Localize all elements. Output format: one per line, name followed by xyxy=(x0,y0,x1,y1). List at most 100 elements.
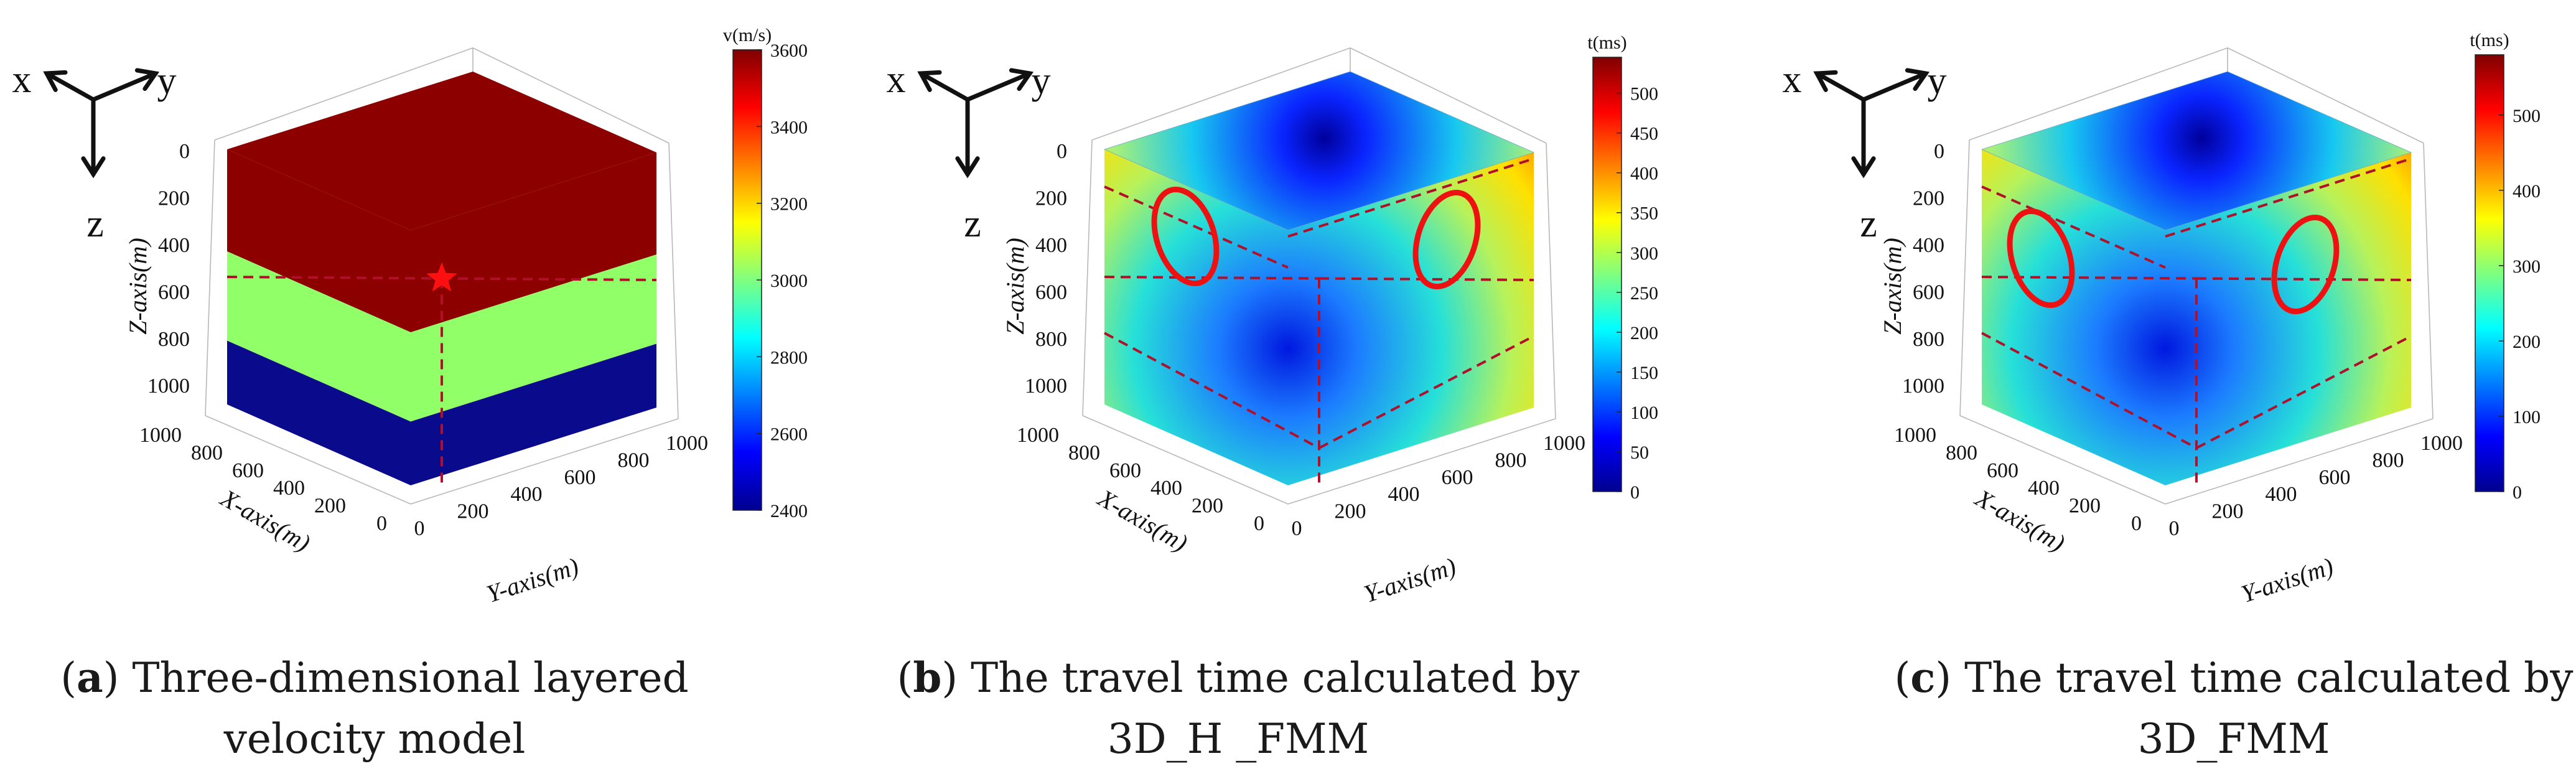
x-tick-label: 800 xyxy=(191,441,223,464)
colorbar-tick-label: 100 xyxy=(1630,403,1658,423)
triad-y-arrow-head xyxy=(1009,68,1034,91)
panel-b: 0200400600800100002004006008001000020040… xyxy=(887,32,1659,608)
colorbar-tick-label: 450 xyxy=(1630,124,1658,144)
ellipse-right xyxy=(1412,189,1481,290)
z-axis-label: Z-axis(m) xyxy=(1878,238,1906,335)
triad-x-arrow-shaft xyxy=(44,71,96,102)
z-tick-label: 200 xyxy=(1035,187,1067,210)
z-tick-label: 1000 xyxy=(1902,375,1944,398)
z-axis-label: Z-axis(m) xyxy=(124,238,152,335)
colorbar-label: t(ms) xyxy=(2470,30,2509,50)
x-tick-label: 1000 xyxy=(1017,424,1059,447)
colorbar-tick-label: 500 xyxy=(2513,106,2541,126)
box-left-edge xyxy=(1082,139,1093,416)
caption-c-text: The travel time calculated by 3D_FMM xyxy=(1951,654,2574,763)
x-tick-label: 1000 xyxy=(139,424,182,447)
guide-y xyxy=(1318,277,1534,281)
triad-z-arrow-head xyxy=(1851,156,1876,179)
right-face xyxy=(1288,152,1534,485)
box-floor-front xyxy=(1959,415,2434,505)
x-tick-label: 200 xyxy=(314,495,346,518)
panels-group: 0200400600800100002004006008001000020040… xyxy=(12,25,2541,608)
y-tick-label: 200 xyxy=(1335,500,1366,523)
x-tick-label: 800 xyxy=(1946,441,1977,464)
x-tick-label: 0 xyxy=(2131,512,2142,535)
top-face xyxy=(1982,72,2411,230)
colorbar-tick-label: 200 xyxy=(2513,332,2541,352)
panel-c: 0200400600800100002004006008001000020040… xyxy=(1783,30,2541,608)
colorbar-tick-label: 3600 xyxy=(770,40,808,61)
z-tick-label: 0 xyxy=(1057,140,1067,163)
x-tick-label: 400 xyxy=(1150,477,1182,500)
y-tick-label: 1000 xyxy=(666,432,708,455)
right-face xyxy=(2165,152,2411,485)
z-tick-label: 400 xyxy=(158,234,190,257)
colorbar xyxy=(2475,54,2504,492)
colorbar-tick-label: 500 xyxy=(1630,84,1658,105)
z-tick-label: 600 xyxy=(1913,281,1944,304)
y-tick-label: 200 xyxy=(2212,500,2244,523)
y-tick-label: 0 xyxy=(2169,517,2180,540)
guide-x xyxy=(226,276,442,280)
triad-x-arrow-head xyxy=(43,70,68,92)
colorbar-tick-label: 2400 xyxy=(770,501,808,521)
orientation-triad xyxy=(1813,68,1930,179)
triad-y-arrow-head xyxy=(1905,68,1930,91)
box-floor-front xyxy=(1082,415,1556,505)
colorbar-tick-label: 3200 xyxy=(770,194,808,215)
colorbar-label: t(ms) xyxy=(1587,32,1626,53)
colorbar-tick-label: 0 xyxy=(2513,482,2522,503)
z-tick-label: 600 xyxy=(1035,281,1067,304)
cube-faces xyxy=(1103,71,1535,485)
source-star xyxy=(426,262,457,292)
caption-a: (a) Three-dimensional layered velocity m… xyxy=(60,653,689,763)
layer-3-right-face xyxy=(411,343,656,485)
guide-left-top xyxy=(1981,185,2166,269)
triad-x-label: x xyxy=(887,58,906,101)
colorbar-label: v(m/s) xyxy=(723,25,772,45)
colorbar-ticks: 0 50 100 150 200 250 300 350 400 450 500 xyxy=(1617,84,1658,503)
y-axis-label: Y-axis(m) xyxy=(1360,552,1459,608)
left-face xyxy=(1982,149,2165,485)
guide-right-top xyxy=(1287,157,1534,238)
z-tick-label: 800 xyxy=(1913,328,1944,351)
colorbar-ticks: 2400 2600 2800 3000 3200 3400 3600 xyxy=(757,40,808,521)
source-guides xyxy=(1104,157,1534,485)
triad-x-arrow-head xyxy=(1813,70,1838,92)
triad-y-arrow-shaft xyxy=(1861,71,1928,102)
z-tick-label: 400 xyxy=(1035,234,1067,257)
guide-right-top xyxy=(2165,157,2412,238)
top-face xyxy=(1104,72,1534,230)
source-guides xyxy=(1981,157,2412,485)
caption-b: (b) The travel time calculated by 3D_H _… xyxy=(897,653,1580,763)
y-tick-label: 1000 xyxy=(2420,432,2463,455)
y-axis-label: Y-axis(m) xyxy=(483,552,582,608)
x-tick-label: 600 xyxy=(1109,459,1141,482)
z-tick-label: 400 xyxy=(1913,234,1944,257)
ellipse-left xyxy=(2007,208,2075,309)
z-tick-label: 800 xyxy=(158,328,190,351)
triad-y-arrow-shaft xyxy=(91,71,158,102)
y-tick-label: 0 xyxy=(1292,517,1302,540)
colorbar-tick-label: 2600 xyxy=(770,424,808,445)
z-tick-label: 800 xyxy=(1035,328,1067,351)
guide-left-top xyxy=(1104,185,1289,269)
layer-3-left-face xyxy=(227,340,411,485)
triad-x-arrow-head xyxy=(917,70,942,92)
triad-y-arrow-head xyxy=(134,68,160,91)
triad-z-label: z xyxy=(1860,203,1877,245)
colorbar-tick-label: 2800 xyxy=(770,347,808,368)
guide-y xyxy=(441,277,657,281)
z-tick-label: 0 xyxy=(1934,140,1944,163)
y-tick-label: 600 xyxy=(2319,466,2351,489)
guide-left-low xyxy=(1981,332,2197,449)
x-tick-label: 800 xyxy=(1068,441,1100,464)
highlight-ellipses xyxy=(1151,186,1481,290)
colorbar-tick-label: 0 xyxy=(1630,482,1640,503)
left-face xyxy=(1104,149,1288,485)
box-right-edge xyxy=(2423,142,2434,419)
triad-z-arrow-head xyxy=(81,156,106,179)
box-right-edge xyxy=(668,142,679,419)
colorbar-ticks: 0 100 200 300 400 500 xyxy=(2499,106,2541,503)
